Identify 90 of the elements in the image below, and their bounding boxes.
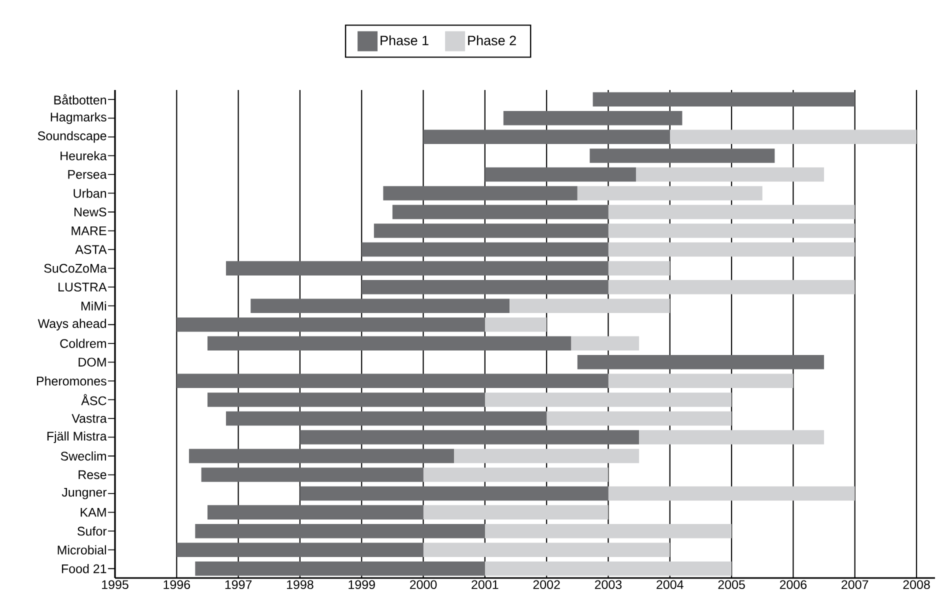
bar (484, 317, 547, 332)
bar (503, 111, 682, 126)
bar (423, 468, 608, 482)
bar (207, 505, 424, 520)
bar (484, 167, 636, 182)
bar (250, 298, 510, 313)
bar (670, 130, 917, 144)
y-tick-label: DOM (78, 358, 106, 367)
x-tick-label: 1996 (164, 580, 190, 590)
bar (577, 355, 824, 370)
x-tick-label: 2002 (533, 580, 560, 590)
y-tick-label: Båtbotten (54, 94, 106, 104)
bar (608, 280, 855, 294)
x-tick-label: 1995 (102, 580, 128, 590)
y-tick-label: Hagmarks (50, 112, 106, 124)
bar (207, 392, 485, 407)
y-tick-label: KAM (80, 508, 106, 517)
bar (639, 430, 824, 444)
y-tick-label: ASTA (75, 245, 107, 254)
y-tick-label: Urban (74, 188, 106, 198)
bar (176, 542, 424, 557)
bar (608, 242, 855, 257)
bar (592, 92, 855, 107)
bar (362, 280, 608, 294)
bar (636, 167, 824, 182)
bar (484, 561, 732, 576)
bar (300, 486, 608, 501)
legend-label: Phase 1 (380, 35, 428, 46)
bar (608, 204, 855, 220)
bar (392, 204, 608, 220)
bar (423, 505, 608, 520)
y-tick-label: Heureka (60, 151, 107, 160)
y-tick-label: Jungner (62, 488, 107, 500)
x-tick-label: 1997 (225, 580, 252, 590)
y-tick-label: Persea (68, 170, 107, 179)
bar (300, 430, 640, 444)
y-tick-label: Microbial (58, 545, 106, 554)
bar (454, 448, 640, 464)
y-tick-label: LUSTRA (58, 282, 107, 292)
x-tick-label: 2004 (656, 580, 684, 590)
bar (176, 374, 608, 388)
bar (608, 374, 794, 388)
bar (226, 261, 608, 276)
y-tick-label: Pheromones (36, 376, 106, 386)
y-tick-label: NewS (74, 208, 106, 216)
y-tick-label: Food 21 (62, 564, 106, 574)
bar (608, 261, 670, 276)
bar (176, 317, 485, 332)
x-tick-label: 1998 (287, 580, 314, 590)
x-tick-label: 2003 (594, 580, 622, 590)
y-tick-label: Ways ahead (38, 318, 106, 330)
y-tick-label: MARE (72, 226, 106, 236)
y-tick-label: ÅSC (81, 394, 106, 406)
bar (590, 148, 775, 163)
bar (195, 561, 485, 576)
bar (510, 298, 670, 313)
bar (195, 524, 485, 538)
x-tick-label: 2007 (842, 580, 868, 590)
y-tick-label: Rese (78, 470, 106, 480)
bar (484, 392, 732, 407)
x-tick-label: 2001 (472, 580, 498, 590)
bar (383, 186, 578, 200)
bar (423, 130, 670, 144)
y-tick-label: Vastra (72, 414, 107, 423)
y-tick-label: MiMi (81, 301, 106, 310)
bar (546, 411, 732, 426)
y-tick-label: Fjäll Mistra (47, 431, 107, 444)
bar (374, 224, 608, 238)
y-tick-label: Sufor (78, 526, 107, 536)
x-tick-label: 2008 (903, 580, 930, 590)
bar (188, 448, 454, 464)
y-tick-label: Coldrem (60, 338, 106, 348)
y-tick-label: SuCoZoMa (44, 264, 107, 273)
x-tick-label: 1999 (348, 580, 375, 590)
bar (577, 186, 762, 200)
bar (226, 411, 547, 426)
legend-label: Phase 2 (468, 35, 516, 46)
bar (362, 242, 608, 257)
bar (201, 468, 424, 482)
bar (207, 336, 572, 351)
bar (571, 336, 640, 351)
x-tick-label: 2000 (410, 580, 437, 590)
x-tick-label: 2005 (718, 580, 745, 590)
x-tick-label: 2006 (780, 580, 807, 590)
bar (608, 224, 855, 238)
bar (423, 542, 670, 557)
bar (608, 486, 855, 501)
y-tick-label: Sweclim (60, 451, 106, 461)
y-tick-label: Soundscape (38, 131, 106, 143)
bar (484, 524, 732, 538)
